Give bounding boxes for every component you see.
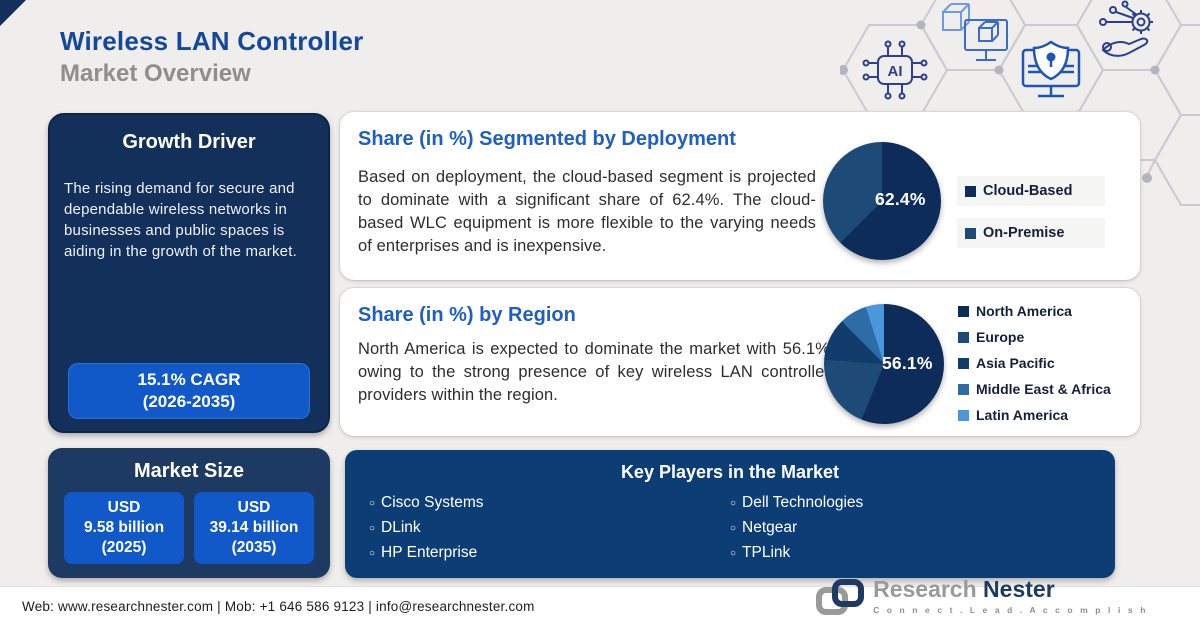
legend-item-asia-pacific: Asia Pacific — [958, 354, 1111, 372]
key-player-name: TPLink — [742, 544, 791, 561]
legend-label: Europe — [976, 329, 1025, 345]
legend-label: On-Premise — [983, 225, 1065, 241]
market-size-panel: Market Size USD 9.58 billion (2025) USD … — [48, 448, 330, 578]
bullet-icon: ○ — [369, 522, 376, 534]
legend-item-latin-america: Latin America — [958, 406, 1111, 424]
key-players-panel: Key Players in the Market ○ Cisco Systems… — [345, 450, 1115, 578]
legend-swatch — [958, 383, 969, 395]
region-pie-label: 56.1% — [882, 353, 933, 373]
cagr-badge: 15.1% CAGR (2026-2035) — [68, 363, 310, 419]
legend-swatch — [965, 227, 976, 239]
key-player-item: ○ HP Enterprise — [369, 544, 730, 562]
key-player-item: ○ TPLink — [730, 544, 1091, 562]
deployment-pie-chart: 62.4% — [823, 142, 941, 260]
key-players-title: Key Players in the Market — [620, 462, 840, 482]
deployment-card-text: Based on deployment, the cloud-based seg… — [358, 168, 816, 256]
region-share-card: Share (in %) by Region North America is … — [340, 288, 1140, 436]
legend-label: Asia Pacific — [976, 355, 1055, 371]
market-size-2025-badge: USD 9.58 billion (2025) — [64, 492, 184, 564]
region-card-title: Share (in %) by Region — [358, 304, 576, 326]
brand-word-nester: Nester — [983, 576, 1055, 602]
region-legend: North America Europe Asia Pacific Middle… — [958, 302, 1111, 424]
legend-item-europe: Europe — [958, 328, 1111, 346]
currency-label: USD — [237, 498, 271, 516]
key-player-item: ○ Cisco Systems — [369, 494, 730, 512]
market-size-title: Market Size — [133, 460, 245, 482]
deployment-legend: Cloud-Based On-Premise — [957, 176, 1105, 248]
legend-swatch — [958, 331, 969, 343]
amount-label: 9.58 billion — [83, 518, 165, 536]
legend-swatch — [958, 305, 969, 317]
legend-swatch — [965, 185, 976, 197]
chain-link-logo-icon — [816, 579, 865, 615]
growth-driver-text: The rising demand for secure and dependa… — [64, 180, 297, 260]
legend-item-on-premise: On-Premise — [957, 218, 1105, 248]
growth-driver-title: Growth Driver — [122, 131, 256, 153]
legend-swatch — [958, 409, 969, 421]
deployment-pie-label: 62.4% — [875, 189, 926, 209]
page-title-line1: Wireless LAN Controller — [60, 26, 364, 56]
growth-driver-panel: Growth Driver The rising demand for secu… — [48, 113, 330, 433]
brand-tagline: C o n n e c t . L e a d . A c c o m p l … — [873, 605, 1148, 615]
ai-chip-icon: AI — [862, 40, 928, 100]
year-label: (2025) — [101, 539, 147, 557]
legend-label: Cloud-Based — [983, 183, 1073, 199]
market-size-2035-badge: USD 39.14 billion (2035) — [194, 492, 314, 564]
legend-label: Latin America — [976, 407, 1069, 423]
region-card-text: North America is expected to dominate th… — [358, 340, 830, 405]
page-title-line2: Market Overview — [60, 60, 251, 87]
secure-monitor-icon — [1021, 40, 1081, 98]
legend-item-cloud-based: Cloud-Based — [957, 176, 1105, 206]
key-player-name: Cisco Systems — [381, 494, 484, 511]
legend-item-north-america: North America — [958, 302, 1111, 320]
key-player-name: Netgear — [742, 519, 798, 536]
contact-info: Web: www.researchnester.com | Mob: +1 64… — [22, 599, 535, 614]
corner-accent-triangle — [0, 0, 26, 26]
footer-bar: Web: www.researchnester.com | Mob: +1 64… — [0, 586, 1200, 629]
legend-item-middle-east-africa: Middle East & Africa — [958, 380, 1111, 398]
cagr-period: (2026-2035) — [142, 392, 236, 411]
year-label: (2035) — [231, 539, 277, 557]
currency-label: USD — [107, 498, 141, 516]
automation-hand-gear-icon — [1099, 0, 1153, 57]
3d-modeling-monitor-icon — [942, 3, 1008, 61]
brand-word-research: Research — [873, 576, 977, 602]
key-players-column-2: ○ Dell Technologies ○ Netgear ○ TPLink — [730, 494, 1091, 562]
region-pie-chart: 56.1% — [824, 304, 944, 424]
bullet-icon: ○ — [369, 547, 376, 559]
legend-label: North America — [976, 303, 1072, 319]
key-player-name: Dell Technologies — [742, 494, 864, 511]
bullet-icon: ○ — [730, 522, 737, 534]
deployment-share-card: Share (in %) Segmented by Deployment Bas… — [340, 112, 1140, 280]
bullet-icon: ○ — [730, 497, 737, 509]
svg-text:AI: AI — [888, 63, 903, 80]
page-title: Wireless LAN Controller Market Overview — [60, 26, 363, 88]
key-player-item: ○ DLink — [369, 519, 730, 537]
key-player-item: ○ Dell Technologies — [730, 494, 1091, 512]
key-player-name: DLink — [381, 519, 421, 536]
research-nester-logo: Research Nester C o n n e c t . L e a d … — [815, 578, 1148, 618]
bullet-icon: ○ — [369, 497, 376, 509]
legend-swatch — [958, 357, 969, 369]
legend-label: Middle East & Africa — [976, 381, 1111, 397]
bullet-icon: ○ — [730, 547, 737, 559]
amount-label: 39.14 billion — [209, 518, 299, 536]
cagr-value: 15.1% CAGR — [137, 369, 241, 389]
deployment-card-title: Share (in %) Segmented by Deployment — [358, 128, 736, 150]
key-player-name: HP Enterprise — [381, 544, 478, 561]
key-players-column-1: ○ Cisco Systems ○ DLink ○ HP Enterprise — [369, 494, 730, 562]
key-player-item: ○ Netgear — [730, 519, 1091, 537]
